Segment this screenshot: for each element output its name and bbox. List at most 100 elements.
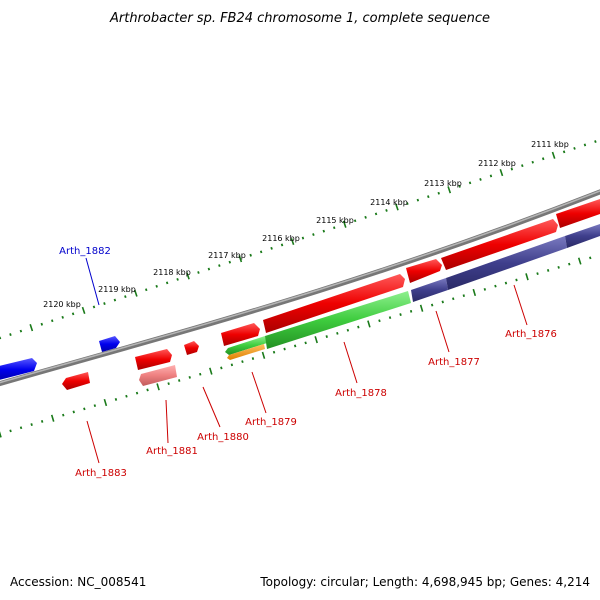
outer-scale-minor-tick — [145, 288, 148, 292]
inner-scale-major-tick — [103, 398, 108, 407]
outer-scale-minor-tick — [322, 229, 326, 233]
forward-cds-2[interactable] — [184, 341, 199, 355]
scale-label: 2115 kbp — [316, 216, 354, 225]
outer-scale-minor-tick — [510, 167, 514, 171]
gene-label-arth-1878[interactable]: Arth_1878 — [335, 388, 387, 399]
outer-scale-minor-tick — [541, 157, 545, 161]
arth-1881-pseudo[interactable] — [139, 365, 177, 386]
inner-scale-minor-tick — [178, 379, 181, 382]
feature-track — [0, 199, 600, 390]
outer-scale-major-tick — [29, 324, 34, 332]
arth-1882-cds[interactable] — [99, 336, 120, 352]
inner-scale-minor-tick — [515, 278, 518, 282]
map-title: Arthrobacter sp. FB24 chromosome 1, comp… — [109, 11, 490, 26]
inner-scale-major-tick — [577, 257, 582, 265]
outer-scale-minor-tick — [51, 319, 54, 323]
outer-scale-minor-tick — [165, 281, 169, 285]
leader-arth-1881 — [165, 399, 169, 444]
outer-scale-major-tick — [342, 220, 347, 228]
inner-scale-minor-tick — [483, 287, 487, 291]
outer-scale-minor-tick — [583, 143, 587, 147]
inner-scale-major-tick — [261, 351, 266, 359]
outer-scale-minor-tick — [562, 150, 566, 154]
leader-arth-1878 — [343, 341, 358, 384]
gene-label-arth-1880[interactable]: Arth_1880 — [197, 432, 249, 443]
arth-1883-cds[interactable] — [62, 372, 90, 390]
inner-scale-major-tick — [472, 288, 477, 297]
outer-scale-minor-tick — [280, 243, 284, 247]
inner-scale-minor-tick — [462, 294, 465, 298]
inner-scale-minor-tick — [378, 319, 381, 323]
scale-label: 2119 kbp — [98, 285, 136, 294]
reverse-cog-end[interactable] — [565, 224, 600, 248]
gene-label-arth-1882[interactable]: Arth_1882 — [59, 246, 111, 257]
inner-scale-minor-tick — [220, 366, 223, 370]
forward-cds-7[interactable] — [556, 199, 600, 228]
inner-scale-major-tick — [0, 431, 2, 438]
outer-scale-minor-tick — [427, 195, 430, 199]
outer-scale-minor-tick — [364, 215, 367, 219]
outer-scale-minor-tick — [458, 184, 461, 188]
arth-1877-cog[interactable] — [411, 278, 448, 302]
outer-scale-minor-tick — [218, 264, 221, 267]
inner-scale-major-tick — [419, 304, 424, 312]
forward-cds-6[interactable] — [441, 219, 558, 270]
accession-text: Accession: NC_008541 — [10, 575, 146, 589]
outer-scale-minor-tick — [353, 219, 357, 223]
inner-scale-minor-tick — [568, 262, 571, 266]
outer-scale-minor-tick — [312, 233, 315, 236]
outer-scale-minor-tick — [259, 250, 263, 254]
inner-scale-major-tick — [525, 273, 529, 281]
scale-label: 2117 kbp — [208, 251, 246, 260]
label-leaders — [85, 257, 528, 464]
gene-labels: Arth_1876 Arth_1877 Arth_1878 Arth_1879 … — [59, 246, 557, 479]
inner-scale-minor-tick — [146, 388, 149, 392]
inner-scale-major-tick — [209, 367, 213, 375]
gene-label-arth-1883[interactable]: Arth_1883 — [75, 468, 127, 479]
inner-scale-minor-tick — [251, 357, 255, 360]
outer-scale-minor-tick — [9, 333, 12, 336]
genome-summary-text: Topology: circular; Length: 4,698,945 bp… — [259, 575, 590, 589]
forward-cds-5[interactable] — [406, 259, 442, 283]
outer-scale-minor-tick — [406, 202, 409, 205]
inner-scale-minor-tick — [557, 265, 560, 269]
outer-scale-minor-tick — [113, 298, 117, 302]
gene-label-arth-1876[interactable]: Arth_1876 — [505, 329, 557, 340]
forward-cds-3[interactable] — [221, 323, 260, 346]
outer-scale-minor-tick — [40, 322, 44, 326]
forward-cds-1[interactable] — [135, 349, 172, 370]
inner-scale-major-tick — [50, 414, 55, 422]
arth-1883-forward-cds[interactable] — [0, 358, 37, 381]
outer-scale-minor-tick — [437, 191, 440, 195]
inner-scale-minor-tick — [230, 363, 234, 367]
inner-scale-minor-tick — [19, 426, 23, 430]
inner-scale-minor-tick — [325, 335, 328, 338]
outer-scale-major-tick — [499, 168, 504, 177]
inner-scale-minor-tick — [72, 410, 75, 414]
inner-scale-minor-tick — [283, 347, 286, 351]
arth-1876-cog[interactable] — [446, 236, 567, 290]
scale-label: 2113 kbp — [424, 179, 462, 188]
inner-scale-minor-tick — [188, 375, 191, 379]
scale-label: 2120 kbp — [43, 300, 81, 309]
arth-1880-rna[interactable] — [225, 336, 267, 355]
gene-label-arth-1881[interactable]: Arth_1881 — [146, 446, 198, 457]
inner-scale-minor-tick — [30, 423, 33, 426]
forward-cds-4[interactable] — [263, 274, 405, 333]
inner-scale-minor-tick — [409, 309, 413, 313]
outer-scale-minor-tick — [489, 174, 493, 178]
arth-1878-rna[interactable] — [265, 291, 411, 349]
scale-label: 2111 kbp — [531, 140, 569, 149]
outer-scale-minor-tick — [374, 212, 378, 216]
gene-label-arth-1877[interactable]: Arth_1877 — [428, 357, 480, 368]
arth-1879-orange[interactable] — [227, 344, 265, 360]
leader-arth-1879 — [251, 371, 267, 414]
inner-scale-minor-tick — [589, 256, 592, 260]
outer-scale-minor-tick — [228, 260, 232, 264]
outer-scale-minor-tick — [19, 329, 23, 333]
gene-label-arth-1879[interactable]: Arth_1879 — [245, 417, 297, 428]
outer-scale-minor-tick — [270, 246, 273, 250]
leader-arth-1883 — [86, 420, 100, 464]
inner-scale-minor-tick — [494, 284, 497, 288]
outer-scale-major-tick — [186, 272, 190, 280]
